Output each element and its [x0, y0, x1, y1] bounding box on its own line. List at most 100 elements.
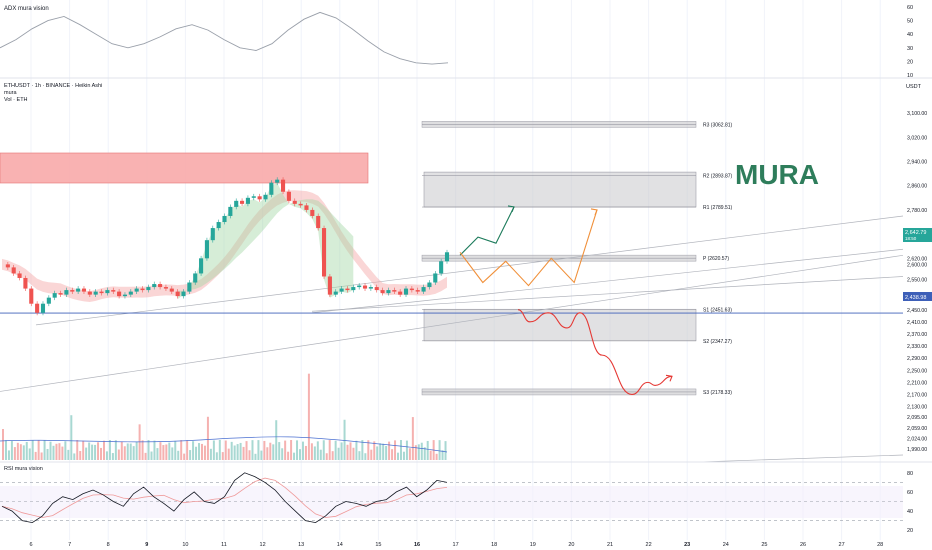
- scenario-green-head: [507, 205, 515, 213]
- volume-bar: [435, 453, 438, 460]
- volume-bar: [257, 440, 260, 460]
- volume-bar: [248, 450, 251, 460]
- trend-line: [0, 254, 904, 392]
- price-tick: 2,210.00: [907, 380, 927, 386]
- price-tick: 2,780.00: [907, 208, 927, 214]
- candle-body: [58, 293, 63, 295]
- price-tick: 2,170.00: [907, 392, 927, 398]
- scenario-orange: [459, 209, 598, 287]
- time-tick: 13: [298, 542, 304, 548]
- candle-body: [380, 290, 385, 294]
- volume-bar: [16, 442, 19, 460]
- indicator-name: mura: [4, 90, 17, 96]
- candle-body: [351, 287, 356, 291]
- volume-bar: [162, 445, 165, 460]
- candle-body: [421, 287, 426, 292]
- candle-body: [5, 264, 10, 268]
- volume-bar: [349, 442, 352, 460]
- volume-bar: [203, 445, 206, 460]
- scenario-orange-head: [590, 208, 598, 216]
- candle-body: [362, 285, 368, 289]
- candle-body: [216, 222, 221, 229]
- price-tick: 2,024.00: [907, 437, 927, 443]
- candle-body: [222, 215, 227, 223]
- volume-bar: [399, 440, 402, 460]
- volume-bar: [284, 440, 287, 460]
- candle-body: [439, 261, 444, 274]
- candle-body: [374, 287, 379, 291]
- volume-bars: [0, 373, 448, 460]
- time-tick: 24: [723, 542, 729, 548]
- candle-body: [333, 291, 338, 295]
- candle-body: [392, 290, 397, 292]
- rsi-axis-ticks: 80 60 40 20: [907, 471, 913, 534]
- price-tick: 2,620.00: [907, 256, 927, 262]
- time-tick: 15: [375, 542, 381, 548]
- rsi-panel: RSI mura vision 80 60 40 20: [0, 466, 913, 534]
- candle-body: [204, 240, 209, 259]
- resistance-zone: [0, 152, 369, 184]
- time-tick: 27: [839, 542, 845, 548]
- volume-bar: [444, 441, 447, 460]
- candle-body: [327, 276, 332, 295]
- candle-body: [134, 288, 139, 292]
- volume-bar: [108, 440, 111, 460]
- volume-bar: [7, 450, 10, 460]
- volume-bar: [364, 453, 367, 460]
- time-tick: 8: [107, 542, 110, 548]
- trend-line: [311, 276, 904, 312]
- candle-body: [257, 196, 262, 200]
- candle-body: [415, 290, 420, 292]
- watermark: MURA: [735, 159, 819, 190]
- grid-lines: [30, 0, 881, 540]
- candle-body: [409, 288, 414, 291]
- pivot-label: P (2620.57): [703, 256, 729, 262]
- volume-bar: [438, 440, 441, 460]
- volume-bar: [331, 451, 334, 460]
- volume-bar: [426, 440, 429, 460]
- volume-bar: [13, 447, 16, 460]
- volume-bar: [307, 373, 310, 460]
- volume-bar: [82, 440, 85, 460]
- volume-bar: [441, 450, 444, 460]
- candle-body: [310, 209, 315, 216]
- volume-bar: [114, 440, 117, 460]
- volume-bar: [310, 443, 313, 460]
- volume-bar: [159, 442, 162, 460]
- rsi-tick: 80: [907, 471, 913, 477]
- volume-bar: [233, 445, 236, 460]
- time-tick: 14: [337, 542, 343, 548]
- candle-body: [140, 288, 145, 291]
- pivot-label: R1 (2789.51): [703, 205, 733, 211]
- candle-body: [286, 191, 291, 201]
- volume-bar: [245, 441, 248, 460]
- rsi-line: [1, 472, 448, 524]
- volume-bar: [405, 440, 408, 460]
- volume-bar: [417, 444, 420, 460]
- volume-bar: [49, 441, 52, 460]
- volume-bar: [322, 440, 325, 460]
- pivot-label: R2 (2893.87): [703, 173, 733, 179]
- volume-bar: [117, 449, 120, 460]
- scenario-green: [459, 206, 515, 256]
- volume-bar: [192, 441, 195, 460]
- candle-body: [152, 284, 157, 288]
- volume-bar: [180, 440, 183, 460]
- candle-body: [193, 273, 198, 283]
- price-tick: 2,095.00: [907, 415, 927, 421]
- volume-bar: [2, 429, 4, 460]
- pivot-zone-r2-r1: [423, 171, 697, 208]
- volume-bar: [46, 448, 49, 460]
- volume-bar: [337, 447, 340, 460]
- volume-bar: [141, 440, 144, 460]
- candle-body: [245, 197, 250, 204]
- volume-bar: [102, 440, 105, 460]
- price-tick: 2,130.00: [907, 405, 927, 411]
- time-tick: 10: [182, 542, 188, 548]
- rsi-band: [0, 486, 903, 518]
- rsi-tick: 40: [907, 509, 913, 515]
- volume-bar: [43, 440, 46, 460]
- volume-ma: [0, 436, 448, 453]
- trend-line: [35, 215, 904, 326]
